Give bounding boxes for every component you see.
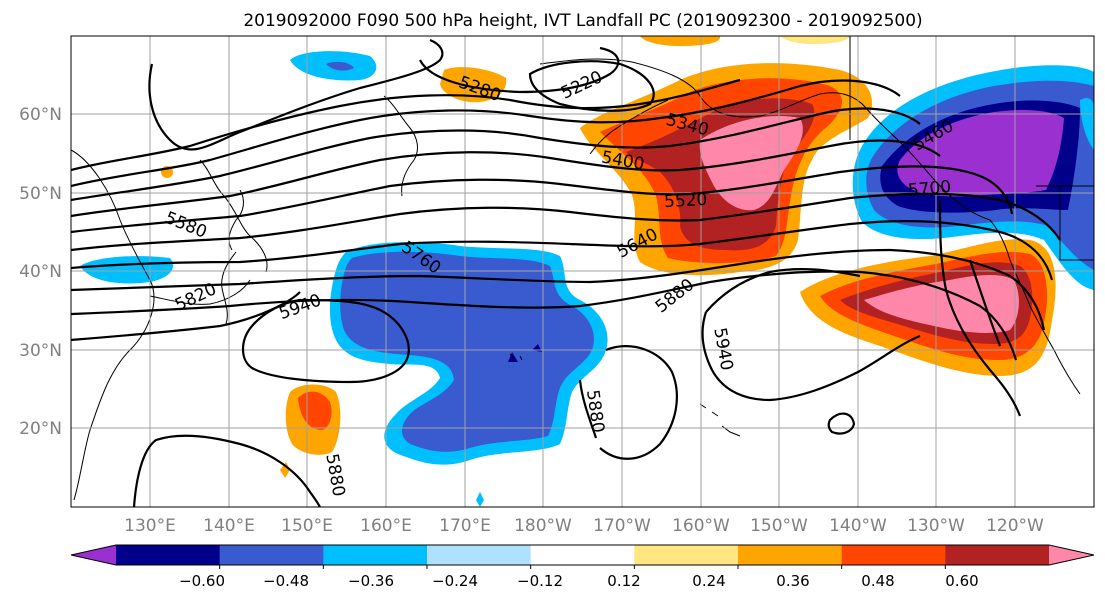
colorbar-tick-label: −0.48 [263, 572, 309, 590]
longitude-labels: 130°E 140°E 150°E 160°E 170°E 180°W 170°… [124, 516, 1044, 536]
colorbar-tick-label: 0.60 [945, 572, 978, 590]
colorbar-tick-label: 0.12 [607, 572, 640, 590]
colorbar-extend-high [1049, 545, 1094, 565]
colorbar-swatch [530, 545, 635, 565]
colorbar-swatch [841, 545, 946, 565]
colorbar-swatch [323, 545, 428, 565]
colorbar-tick-label: 0.48 [861, 572, 894, 590]
colorbar-swatch [634, 545, 739, 565]
contour-label: 5700 [907, 177, 952, 201]
lon-tick-label: 130°W [907, 516, 965, 536]
colorbar-swatch [738, 545, 843, 565]
lon-tick-label: 130°E [124, 516, 176, 536]
lat-tick-label: 40°N [19, 262, 62, 282]
lat-tick-label: 50°N [19, 184, 62, 204]
map-border [70, 35, 1095, 508]
colorbar-extend-low [71, 545, 116, 565]
map-panel: 5280 5220 5340 5400 5520 5580 5640 5700 … [71, 36, 1094, 507]
coastlines [71, 36, 1094, 501]
colorbar-tick-label: −0.12 [517, 572, 563, 590]
contour-label: 5520 [664, 190, 708, 212]
colorbar-swatch [219, 545, 324, 565]
colorbar-labels: −0.60 −0.48 −0.36 −0.24 −0.12 0.12 0.24 … [179, 572, 979, 590]
colorbar-tick-label: −0.36 [348, 572, 394, 590]
lon-tick-label: 160°E [360, 516, 412, 536]
gridlines [71, 36, 1094, 507]
colorbar [70, 544, 1095, 569]
lat-tick-label: 30°N [19, 341, 62, 361]
lon-tick-label: 170°W [593, 516, 651, 536]
lon-tick-label: 150°E [281, 516, 333, 536]
lon-tick-label: 140°E [203, 516, 255, 536]
colorbar-tick-label: −0.60 [179, 572, 225, 590]
lon-tick-label: 160°W [672, 516, 730, 536]
lon-tick-label: 150°W [750, 516, 808, 536]
colorbar-outline [70, 544, 1095, 566]
lon-tick-label: 140°W [829, 516, 887, 536]
latitude-labels: 60°N 50°N 40°N 30°N 20°N [19, 105, 62, 439]
lat-tick-label: 20°N [19, 419, 62, 439]
map-title: 2019092000 F090 500 hPa height, IVT Land… [243, 11, 922, 31]
lon-tick-label: 170°E [439, 516, 491, 536]
colorbar-swatch [116, 545, 221, 565]
colorbar-swatch [427, 545, 532, 565]
ivt-negative-gulf-alaska [852, 65, 1094, 290]
lon-tick-label: 120°W [986, 516, 1044, 536]
colorbar-swatch [945, 545, 1050, 565]
height-contours [71, 38, 1061, 507]
colorbar-tick-label: 0.24 [692, 572, 725, 590]
lon-tick-label: 180°W [514, 516, 572, 536]
lat-tick-label: 60°N [19, 105, 62, 125]
colorbar-tick-label: 0.36 [776, 572, 809, 590]
ivt-positive-small [161, 36, 850, 478]
colorbar-tick-label: −0.24 [432, 572, 478, 590]
